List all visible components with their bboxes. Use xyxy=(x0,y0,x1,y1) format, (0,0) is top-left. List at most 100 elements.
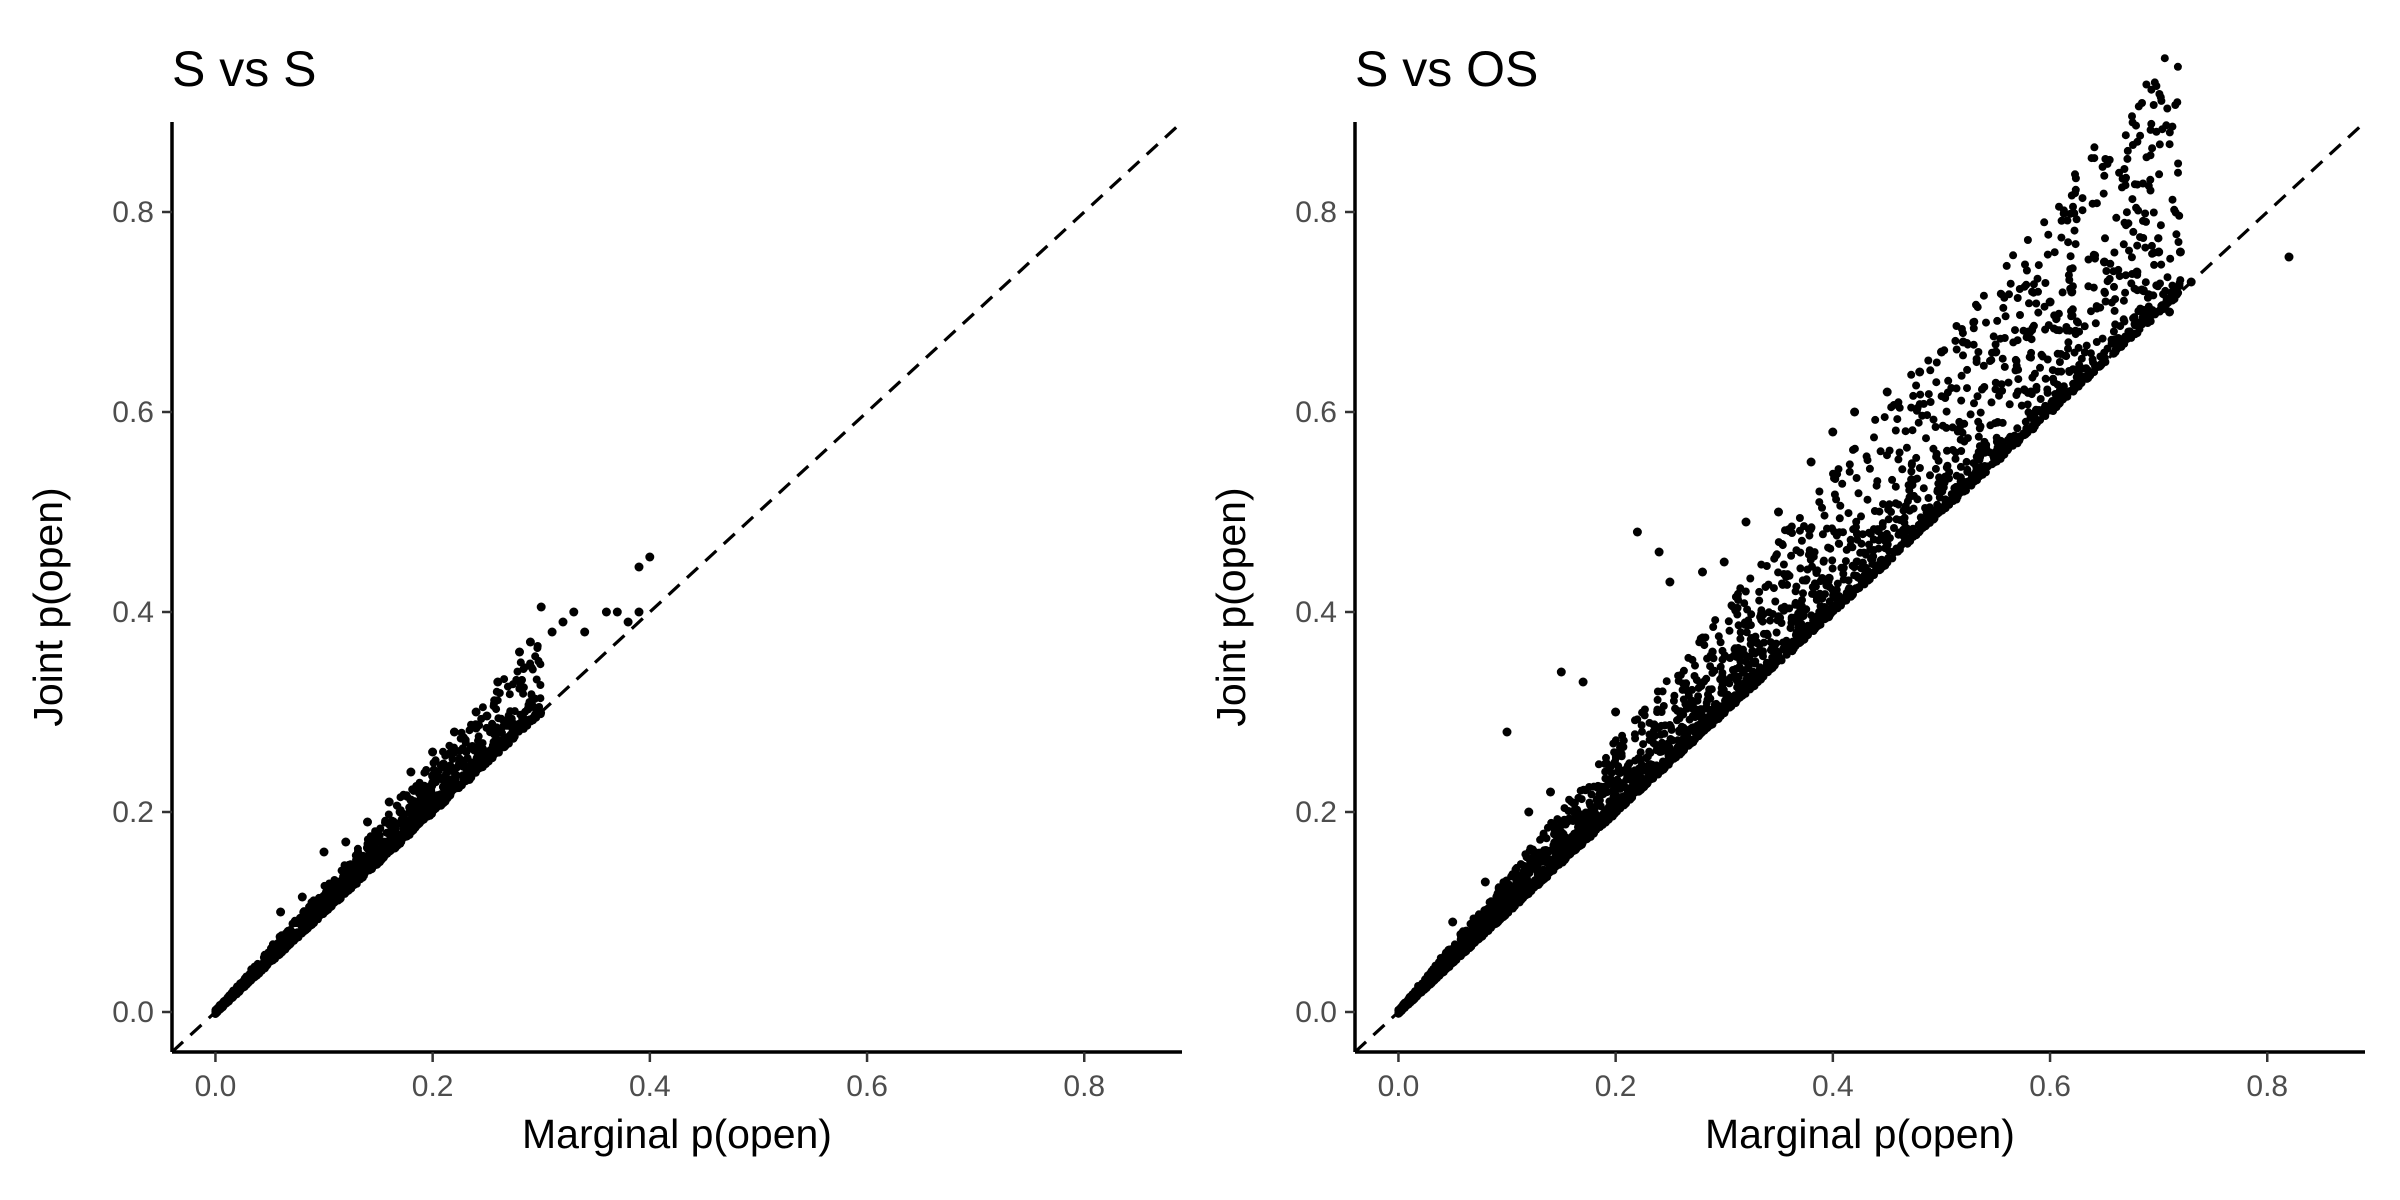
scatter-point xyxy=(1733,603,1742,612)
scatter-point xyxy=(1933,486,1942,494)
scatter-point xyxy=(515,647,524,657)
scatter-point xyxy=(601,607,611,617)
scatter-point xyxy=(516,710,525,719)
scatter-point xyxy=(1820,511,1829,520)
scatter-point xyxy=(422,796,431,804)
scatter-point xyxy=(2121,288,2130,297)
scatter-point xyxy=(1746,621,1755,630)
scatter-point xyxy=(1623,763,1632,772)
scatter-point xyxy=(1691,661,1699,670)
scatter-point xyxy=(2141,209,2150,218)
scatter-point xyxy=(1898,465,1907,474)
scatter-point xyxy=(1499,878,1508,887)
scatter-point xyxy=(2172,230,2181,239)
scatter-point xyxy=(1716,638,1725,647)
scatter-point xyxy=(513,667,522,676)
scatter-point xyxy=(459,762,468,771)
scatter-point xyxy=(2040,302,2049,311)
scatter-point xyxy=(2064,271,2073,280)
scatter-point xyxy=(2043,355,2052,364)
scatter-point xyxy=(2064,338,2073,347)
scatter-point xyxy=(2014,375,2023,384)
scatter-point xyxy=(1947,384,1956,392)
x-tick-label: 0.4 xyxy=(629,1070,671,1103)
scatter-point xyxy=(2089,283,2098,292)
scatter-point xyxy=(1565,814,1574,823)
scatter-point xyxy=(1890,524,1898,532)
scatter-point xyxy=(1975,442,1984,451)
scatter-point xyxy=(1777,604,1786,613)
scatter-point xyxy=(2077,354,2086,363)
scatter-point xyxy=(1942,407,1951,416)
scatter-point xyxy=(447,775,456,784)
scatter-point xyxy=(634,562,644,572)
scatter-point xyxy=(1845,460,1854,469)
scatter-point xyxy=(1587,790,1596,799)
scatter-point xyxy=(422,766,431,774)
scatter-point xyxy=(1760,638,1768,647)
scatter-point xyxy=(1921,504,1930,512)
scatter-point xyxy=(1987,398,1996,407)
scatter-point xyxy=(384,810,393,819)
scatter-points xyxy=(211,552,655,1018)
scatter-point xyxy=(1986,357,1994,365)
scatter-point xyxy=(2119,296,2128,305)
scatter-point xyxy=(2066,252,2075,261)
scatter-point xyxy=(2025,353,2034,362)
scatter-point xyxy=(339,883,348,892)
scatter-point xyxy=(2013,336,2022,345)
scatter-point xyxy=(508,723,517,731)
scatter-point xyxy=(465,726,474,735)
scatter-point xyxy=(1922,434,1930,443)
scatter-point xyxy=(460,735,470,745)
scatter-point xyxy=(1676,709,1685,717)
scatter-point xyxy=(2130,180,2139,189)
scatter-point xyxy=(528,665,537,674)
scatter-point xyxy=(406,795,416,805)
scatter-point xyxy=(2011,326,2019,335)
scatter-point xyxy=(2072,215,2081,224)
scatter-point xyxy=(2052,314,2061,323)
scatter-point xyxy=(2072,317,2081,326)
scatter-point xyxy=(2147,85,2156,94)
scatter-point xyxy=(2166,254,2175,263)
scatter-point xyxy=(428,771,438,781)
scatter-point xyxy=(1574,828,1583,837)
scatter-point xyxy=(2109,327,2118,336)
scatter-point xyxy=(2009,251,2018,260)
scatter-point xyxy=(1795,514,1804,522)
scatter-point xyxy=(1808,589,1817,598)
scatter-point xyxy=(2174,238,2183,246)
scatter-point xyxy=(1974,417,1983,426)
scatter-point xyxy=(1899,506,1908,515)
scatter-point xyxy=(1746,640,1755,649)
scatter-point xyxy=(1723,690,1732,699)
scatter-point xyxy=(1879,500,1887,509)
scatter-point xyxy=(523,704,532,713)
scatter-point xyxy=(2023,236,2032,244)
scatter-point xyxy=(525,637,535,647)
scatter-point xyxy=(2156,93,2165,102)
scatter-point xyxy=(1553,816,1562,824)
panel-s-vs-s: S vs S 0.0 0.2 0.4 0.6 0.8 0.00.20.40.60.8 M… xyxy=(25,41,1184,1157)
scatter-point xyxy=(1915,464,1924,472)
scatter-point xyxy=(1856,548,1865,557)
scatter-point xyxy=(1694,692,1703,701)
scatter-point xyxy=(1684,703,1693,712)
scatter-point xyxy=(2132,121,2140,130)
scatter-point xyxy=(1630,730,1639,739)
scatter-point xyxy=(634,607,644,617)
scatter-point xyxy=(645,552,655,562)
scatter-point xyxy=(1923,411,1932,420)
scatter-point xyxy=(2138,99,2146,107)
scatter-point xyxy=(536,602,546,612)
scatter-point xyxy=(2176,276,2185,285)
scatter-point xyxy=(1766,616,1775,625)
scatter-point xyxy=(1836,501,1845,510)
scatter-point xyxy=(1694,684,1703,692)
scatter-point xyxy=(2050,248,2059,257)
scatter-point xyxy=(489,746,498,755)
scatter-point xyxy=(418,802,427,811)
scatter-point xyxy=(1758,617,1767,626)
scatter-point xyxy=(1822,580,1831,589)
